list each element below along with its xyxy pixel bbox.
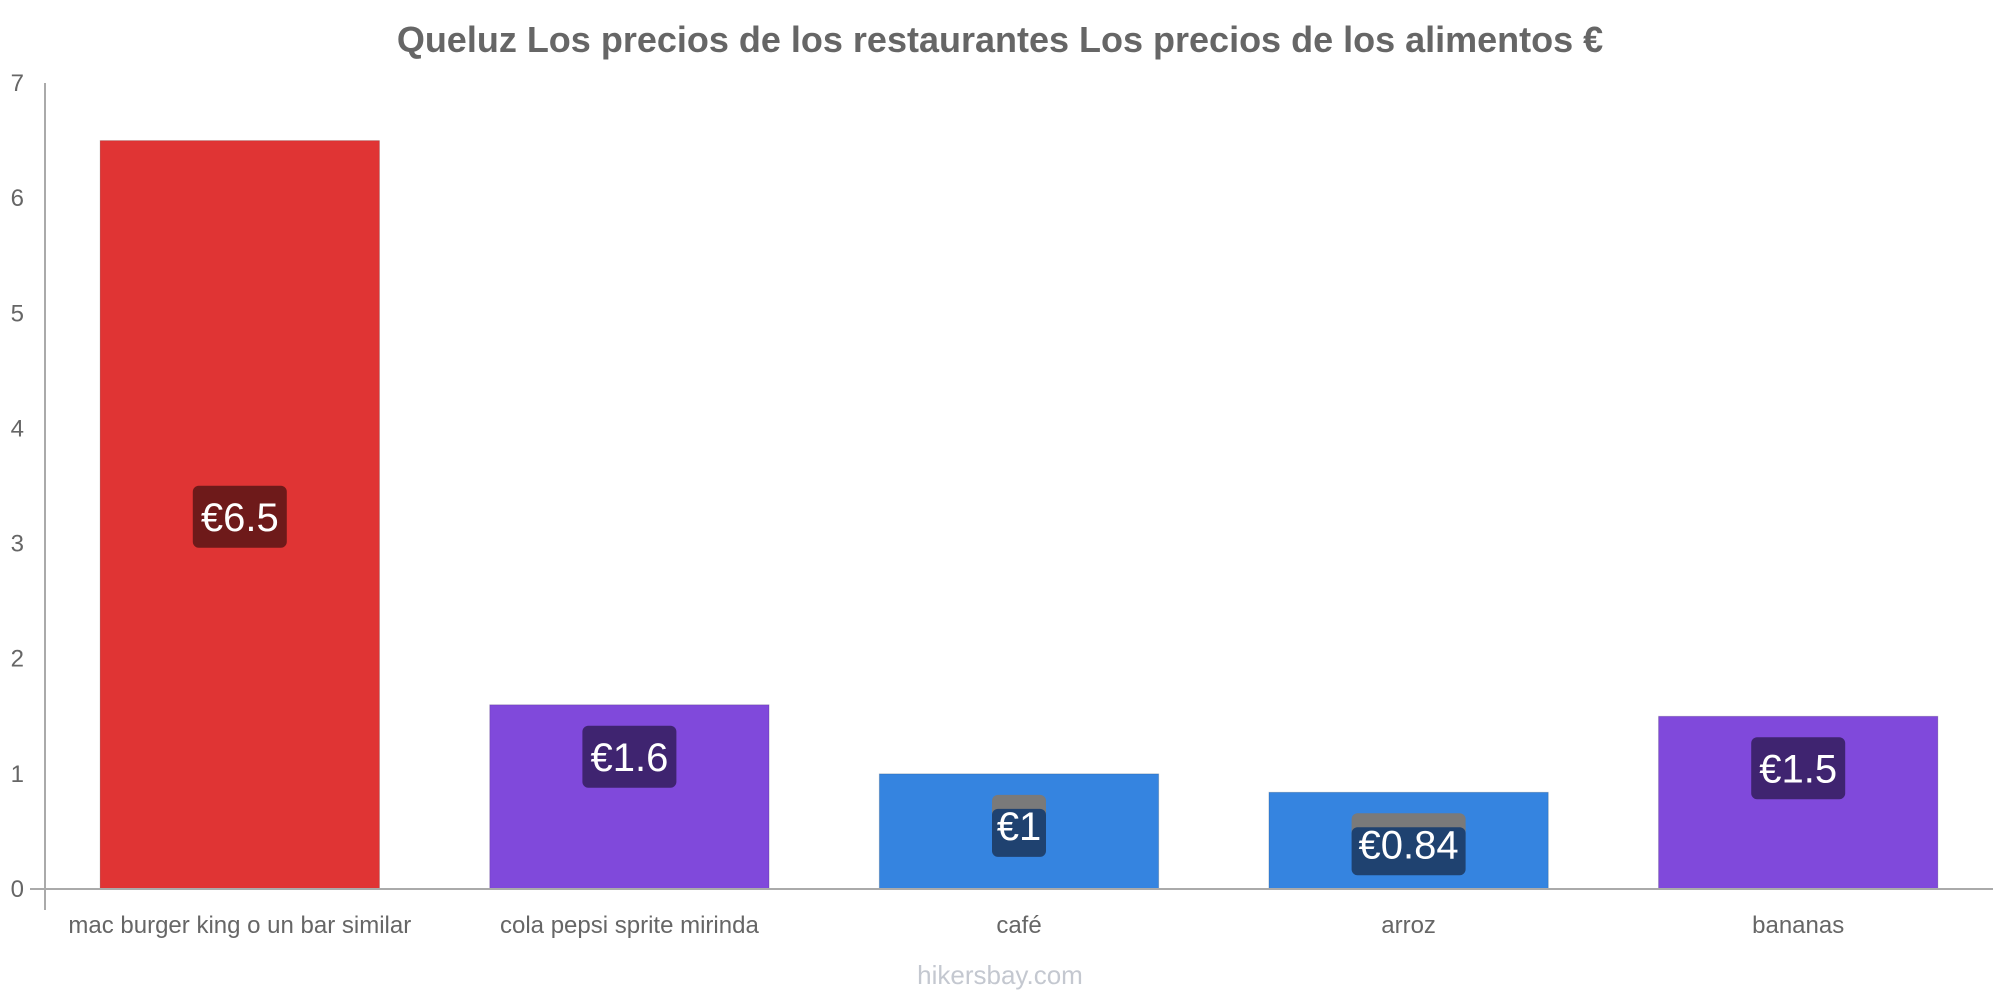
x-tick-label: arroz bbox=[1381, 912, 1436, 939]
value-label: €1 bbox=[997, 805, 1042, 849]
bar-group: €1.6 bbox=[489, 704, 770, 890]
value-label: €0.84 bbox=[1359, 823, 1459, 867]
x-axis-labels: mac burger king o un bar similar cola pep… bbox=[68, 912, 1844, 939]
y-tick-label: 6 bbox=[11, 185, 24, 212]
value-label: €1.5 bbox=[1759, 747, 1837, 791]
y-tick-label: 2 bbox=[11, 646, 24, 673]
value-label-box bbox=[992, 808, 1046, 857]
y-tick-label: 1 bbox=[11, 761, 24, 788]
value-label: €1.6 bbox=[590, 736, 668, 780]
x-tick-label: bananas bbox=[1752, 912, 1844, 939]
x-tick-label: mac burger king o un bar similar bbox=[68, 912, 411, 939]
bars: €6.5 €1.6 €1 €0.84 €1.5 bbox=[99, 140, 1939, 890]
y-axis-ticks: 0 1 2 3 4 5 6 7 bbox=[11, 70, 24, 903]
y-tick-label: 4 bbox=[11, 415, 24, 442]
value-label: €6.5 bbox=[201, 496, 279, 540]
y-tick-label: 3 bbox=[11, 531, 24, 558]
y-tick-label: 0 bbox=[11, 876, 24, 903]
bar-group: €1 bbox=[878, 773, 1160, 890]
bar-group: €1.5 bbox=[1658, 715, 1939, 890]
footer-watermark: hikersbay.com bbox=[917, 960, 1083, 990]
value-label-box bbox=[1351, 827, 1466, 876]
value-label-box bbox=[1751, 737, 1846, 800]
value-label-box bbox=[582, 725, 677, 788]
x-tick-label: café bbox=[996, 912, 1041, 939]
chart-title: Queluz Los precios de los restaurantes L… bbox=[397, 19, 1603, 60]
bar-group: €0.84 bbox=[1268, 791, 1549, 890]
y-tick-label: 7 bbox=[11, 70, 24, 97]
x-tick-label: cola pepsi sprite mirinda bbox=[500, 912, 759, 939]
value-label-box bbox=[192, 485, 287, 548]
bar-group: €6.5 bbox=[99, 140, 380, 890]
y-tick-label: 5 bbox=[11, 300, 24, 327]
